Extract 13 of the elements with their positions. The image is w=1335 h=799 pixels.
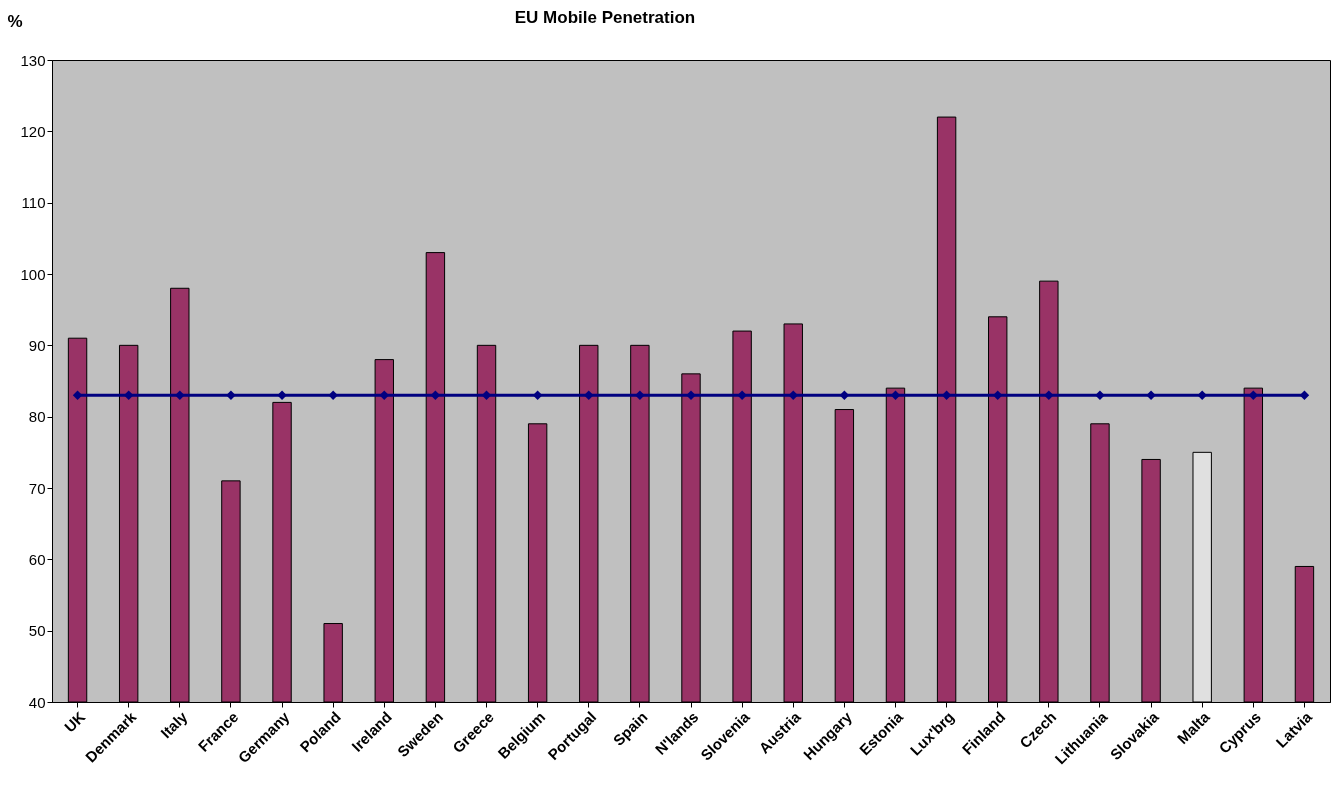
y-tick-label: 40 bbox=[28, 693, 46, 711]
y-axis-title: % bbox=[7, 11, 23, 31]
y-tick-label: 130 bbox=[20, 51, 46, 69]
y-tick-label: 110 bbox=[21, 194, 46, 212]
y-tick-label: 80 bbox=[28, 408, 46, 426]
y-tick-label: 50 bbox=[28, 622, 46, 640]
chart-title: EU Mobile Penetration bbox=[513, 8, 697, 28]
y-tick-label: 100 bbox=[20, 265, 46, 283]
x-tick-label: UK bbox=[60, 707, 89, 736]
y-tick-label: 120 bbox=[20, 122, 46, 140]
y-tick-label: 70 bbox=[28, 479, 46, 497]
y-tick-label: 60 bbox=[28, 550, 46, 568]
y-tick-label: 90 bbox=[28, 336, 46, 354]
